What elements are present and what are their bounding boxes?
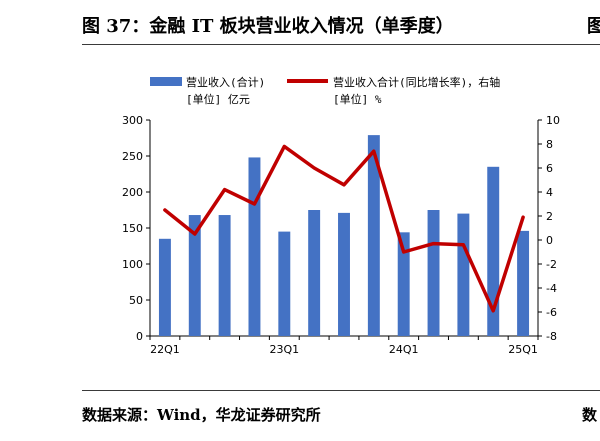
right-axis-tick-label: -2 <box>546 258 557 271</box>
bar-24Q3 <box>457 213 470 336</box>
legend-label-growth: 营业收入合计(同比增长率)，右轴 <box>333 75 500 89</box>
right-axis-tick-label: 2 <box>546 210 553 223</box>
bar-23Q3 <box>338 212 350 336</box>
combo-chart: 营业收入(合计) [单位] 亿元 营业收入合计(同比增长率)，右轴 [单位] %… <box>122 75 560 356</box>
right-axis-tick-label: 0 <box>546 234 553 247</box>
bar-series <box>158 135 530 336</box>
x-axis-tick-label: 23Q1 <box>269 343 299 356</box>
source-note: 数据来源：Wind，华龙证券研究所 <box>82 406 321 424</box>
x-axis-tick-label: 24Q1 <box>389 343 419 356</box>
left-axis-tick-label: 0 <box>136 330 143 343</box>
bar-23Q1 <box>278 231 291 336</box>
title-rule <box>82 44 600 45</box>
left-axis-tick-label: 50 <box>129 294 143 307</box>
left-axis-tick-label: 100 <box>122 258 143 271</box>
source-rule <box>82 390 600 391</box>
left-axis-tick-label: 250 <box>122 150 143 163</box>
legend-swatch-revenue <box>150 77 182 86</box>
legend-label-revenue: 营业收入(合计) <box>186 75 265 89</box>
right-axis-tick-label: 6 <box>546 162 553 175</box>
bar-25Q1 <box>517 230 530 336</box>
left-axis-tick-label: 300 <box>122 114 143 127</box>
legend-unit-revenue: [单位] 亿元 <box>186 92 250 106</box>
figure-title: 图 37：金融 IT 板块营业收入情况（单季度） <box>82 16 454 37</box>
right-axis-tick-label: 10 <box>546 114 560 127</box>
chart-legend: 营业收入(合计) [单位] 亿元 营业收入合计(同比增长率)，右轴 [单位] % <box>150 75 500 106</box>
bar-22Q2 <box>188 215 201 336</box>
chart-axes: 0 50 100 150 200 250 300 -8 -6 -4 -2 0 2 4 6 8 10 22Q1 23Q… <box>122 114 560 356</box>
legend-unit-growth: [单位] % <box>333 92 382 106</box>
bar-24Q2 <box>427 210 440 336</box>
bar-22Q4 <box>248 157 261 336</box>
left-axis-tick-label: 150 <box>122 222 143 235</box>
right-axis-tick-label: -4 <box>546 282 557 295</box>
left-axis-tick-label: 200 <box>122 186 143 199</box>
line-series <box>163 144 525 313</box>
adjacent-figure-title-fragment: 图 <box>587 16 600 37</box>
bar-22Q1 <box>158 238 171 336</box>
x-axis-tick-label: 22Q1 <box>150 343 180 356</box>
bar-23Q2 <box>308 210 321 336</box>
bar-22Q3 <box>218 215 231 336</box>
bar-24Q4 <box>487 166 500 336</box>
bar-23Q4 <box>367 135 380 336</box>
right-axis-tick-label: 4 <box>546 186 553 199</box>
right-axis-tick-label: 8 <box>546 138 553 151</box>
right-axis-tick-label: -6 <box>546 306 557 319</box>
adjacent-source-fragment: 数 <box>582 406 598 424</box>
x-axis-tick-label: 25Q1 <box>508 343 538 356</box>
bar-24Q1 <box>397 232 410 336</box>
right-axis-tick-label: -8 <box>546 330 557 343</box>
